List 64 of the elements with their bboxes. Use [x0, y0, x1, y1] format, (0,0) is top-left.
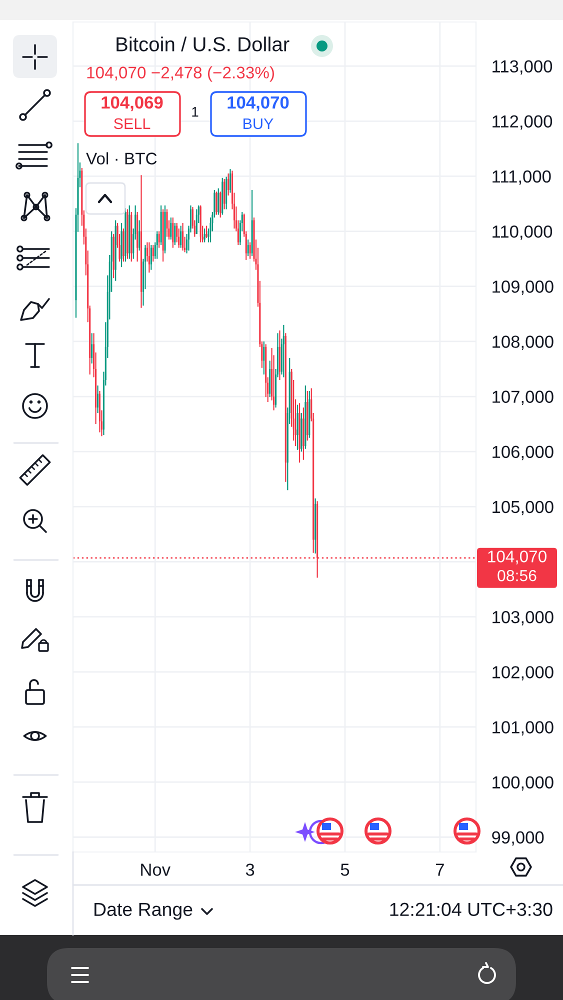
candlestick	[97, 384, 99, 414]
candlestick	[224, 178, 226, 210]
candlestick	[122, 228, 124, 262]
candlestick	[172, 216, 174, 248]
candlestick	[170, 216, 172, 240]
candlestick	[249, 242, 251, 260]
candlestick	[196, 208, 198, 235]
y-tick-label: 100,000	[492, 776, 554, 791]
candlestick	[180, 225, 182, 248]
annotation: 1	[192, 107, 198, 117]
y-tick-label: 103,000	[492, 610, 554, 626]
candlestick	[216, 191, 218, 216]
candlestick	[164, 204, 166, 254]
y-tick-label: 101,000	[492, 721, 554, 736]
candlestick	[148, 242, 150, 274]
candlestick	[263, 340, 265, 376]
candlestick	[150, 244, 152, 270]
candlestick	[296, 404, 298, 450]
y-tick-label: 111,000	[492, 170, 551, 185]
y-tick-label: 110,000	[492, 225, 552, 240]
candlestick	[174, 222, 176, 246]
x-tick-label: 5	[340, 864, 350, 876]
candlestick	[166, 208, 168, 238]
text: 08:56	[498, 570, 536, 582]
x-tick-label: Nov	[141, 864, 170, 876]
y-tick-label: 109,000	[492, 280, 554, 295]
candlestick	[138, 220, 140, 252]
candlestick	[158, 230, 160, 248]
candlestick	[220, 191, 222, 218]
y-tick-label: 106,000	[492, 446, 554, 460]
candlestick	[120, 222, 122, 268]
text: Bitcoin / U.S. Dollar	[116, 36, 290, 52]
text: 104,070 −2,478 (−2.33%)	[87, 66, 274, 82]
candlestick	[298, 402, 300, 464]
candlestick	[218, 188, 220, 216]
candlestick	[228, 172, 230, 196]
y-tick-label: 102,000	[492, 666, 554, 680]
candlestick	[204, 228, 206, 243]
candlestick	[247, 238, 249, 257]
y-tick-label: 99,000	[492, 831, 544, 846]
annotation: SELL	[114, 118, 150, 130]
candlestick	[282, 324, 284, 378]
annotation: 104,070	[228, 96, 289, 112]
annotation: 104,069	[102, 96, 163, 112]
candlestick	[156, 230, 158, 260]
y-tick-label: 108,000	[492, 336, 554, 350]
annotation: BUY	[244, 118, 274, 130]
text: Date Range	[94, 902, 192, 920]
candlestick	[182, 222, 184, 252]
y-tick-label: 107,000	[492, 390, 554, 406]
text: 12:21:04 UTC+3:30	[390, 902, 552, 916]
ref-line-label: 104,070	[488, 550, 546, 564]
y-tick-label: 105,000	[492, 500, 554, 516]
candlestick	[162, 208, 164, 262]
annotation: Vol · BTC	[86, 152, 157, 164]
x-tick-label: 7	[436, 864, 444, 876]
candlestick	[152, 244, 154, 262]
y-tick-label: 112,000	[492, 115, 552, 130]
candlestick	[206, 225, 208, 238]
candlestick	[91, 332, 93, 364]
y-tick-label: 113,000	[492, 60, 552, 75]
candlestick	[229, 168, 232, 194]
x-tick-label: 3	[246, 864, 254, 876]
candlestick	[300, 412, 302, 452]
